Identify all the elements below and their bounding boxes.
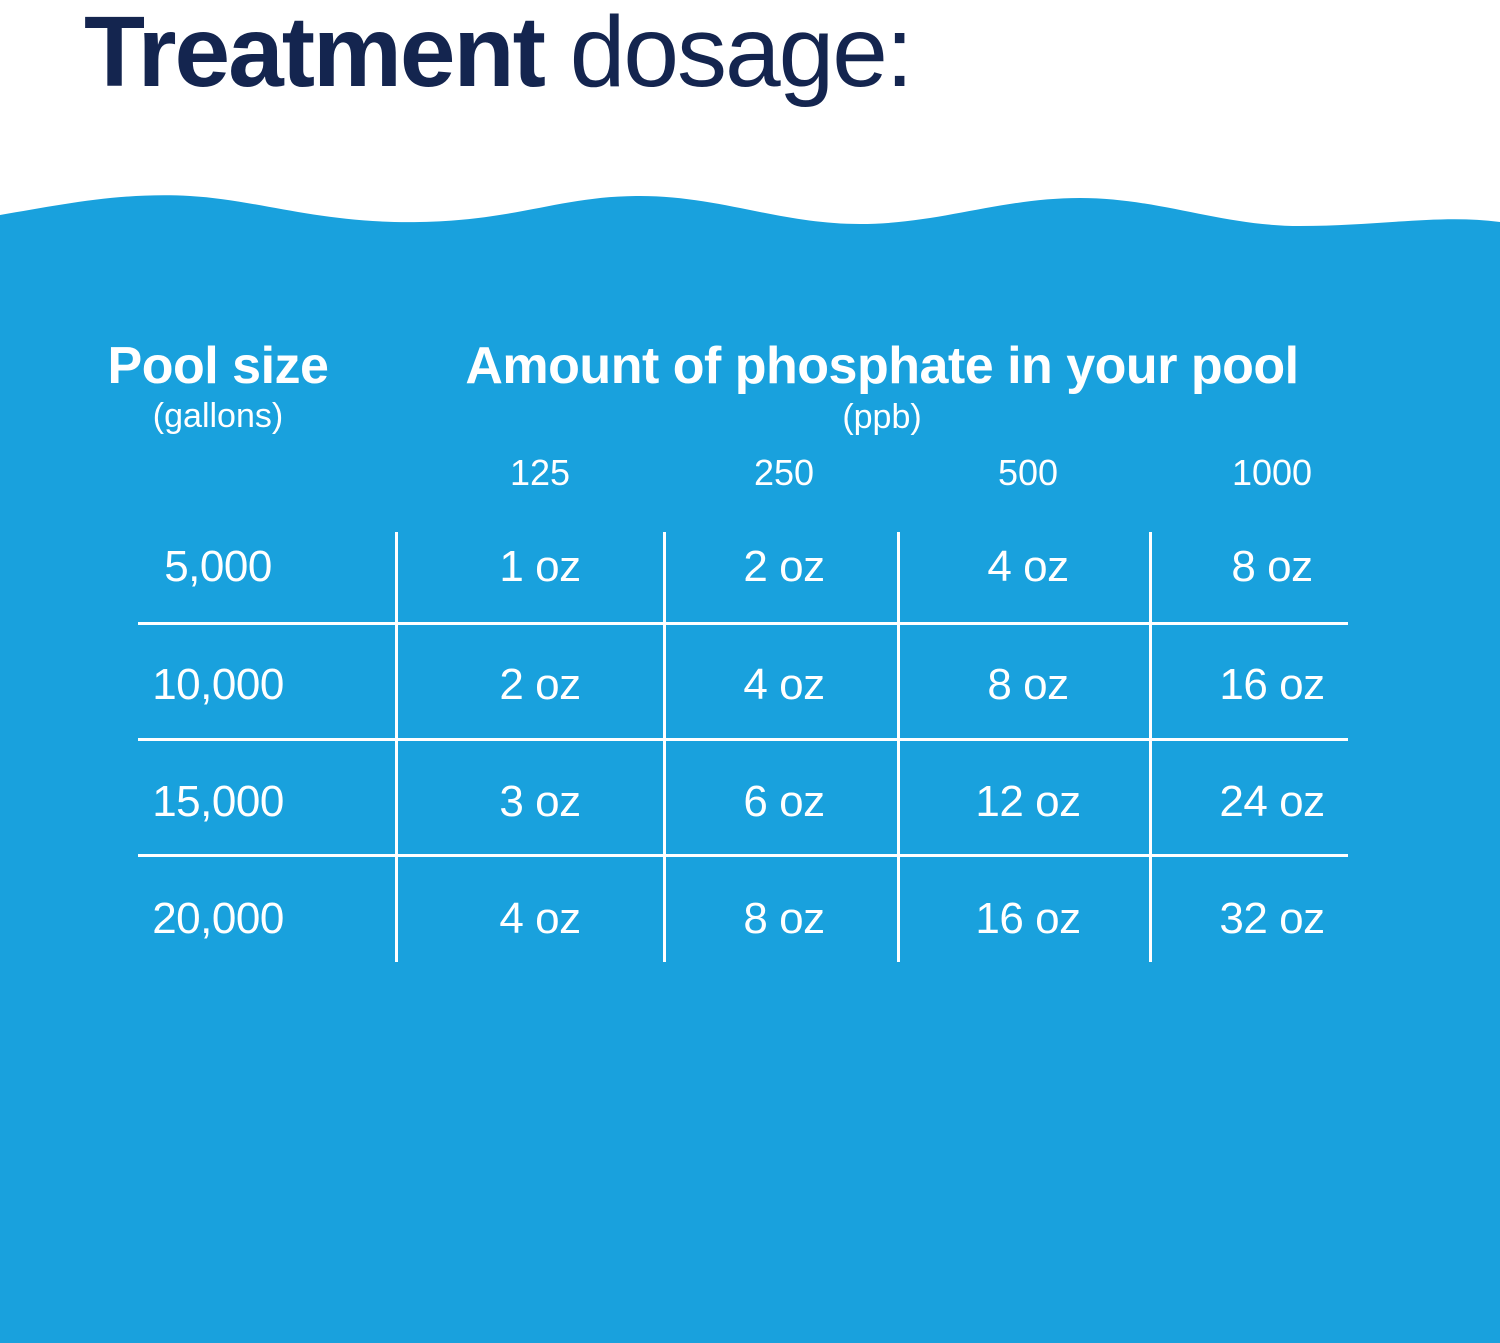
wave-shape <box>0 195 1500 1343</box>
phosphate-header: Amount of phosphate in your pool <box>465 337 1299 395</box>
dosage-cell: 2 oz <box>743 542 825 591</box>
dosage-cell: 4 oz <box>987 542 1069 591</box>
dosage-cell: 8 oz <box>1231 542 1313 591</box>
dosage-cell: 3 oz <box>499 777 581 826</box>
title-light: dosage: <box>569 0 914 108</box>
dosage-cell: 6 oz <box>743 777 825 826</box>
title-bold: Treatment <box>84 0 546 108</box>
pool-size-cell: 20,000 <box>152 894 284 943</box>
dosage-cell: 1 oz <box>499 542 581 591</box>
pool-size-cell: 15,000 <box>152 777 284 826</box>
column-label-125: 125 <box>509 452 571 493</box>
grid-vline-2 <box>663 532 666 962</box>
dosage-cell: 8 oz <box>743 894 825 943</box>
grid-hline-2 <box>138 738 1348 741</box>
pool-size-cell: 10,000 <box>152 660 284 709</box>
dosage-cell: 12 oz <box>975 777 1081 826</box>
grid-hline-3 <box>138 854 1348 857</box>
grid-vline-4 <box>1149 532 1152 962</box>
grid-hline-1 <box>138 622 1348 625</box>
dosage-cell: 16 oz <box>1219 660 1325 709</box>
dosage-cell: 24 oz <box>1219 777 1325 826</box>
column-label-1000: 1000 <box>1231 452 1313 493</box>
dosage-cell: 4 oz <box>743 660 825 709</box>
column-label-500: 500 <box>997 452 1059 493</box>
dosage-cell: 32 oz <box>1219 894 1325 943</box>
page-title: Treatment dosage: <box>84 0 914 112</box>
dosage-cell: 4 oz <box>499 894 581 943</box>
dosage-cell: 2 oz <box>499 660 581 709</box>
grid-vline-3 <box>897 532 900 962</box>
phosphate-unit: (ppb) <box>842 398 922 436</box>
pool-size-unit: (gallons) <box>152 397 284 435</box>
dosage-cell: 8 oz <box>987 660 1069 709</box>
grid-vline-1 <box>395 532 398 962</box>
pool-size-header: Pool size <box>107 337 329 395</box>
pool-size-cell: 5,000 <box>164 542 272 591</box>
dosage-cell: 16 oz <box>975 894 1081 943</box>
column-label-250: 250 <box>753 452 815 493</box>
